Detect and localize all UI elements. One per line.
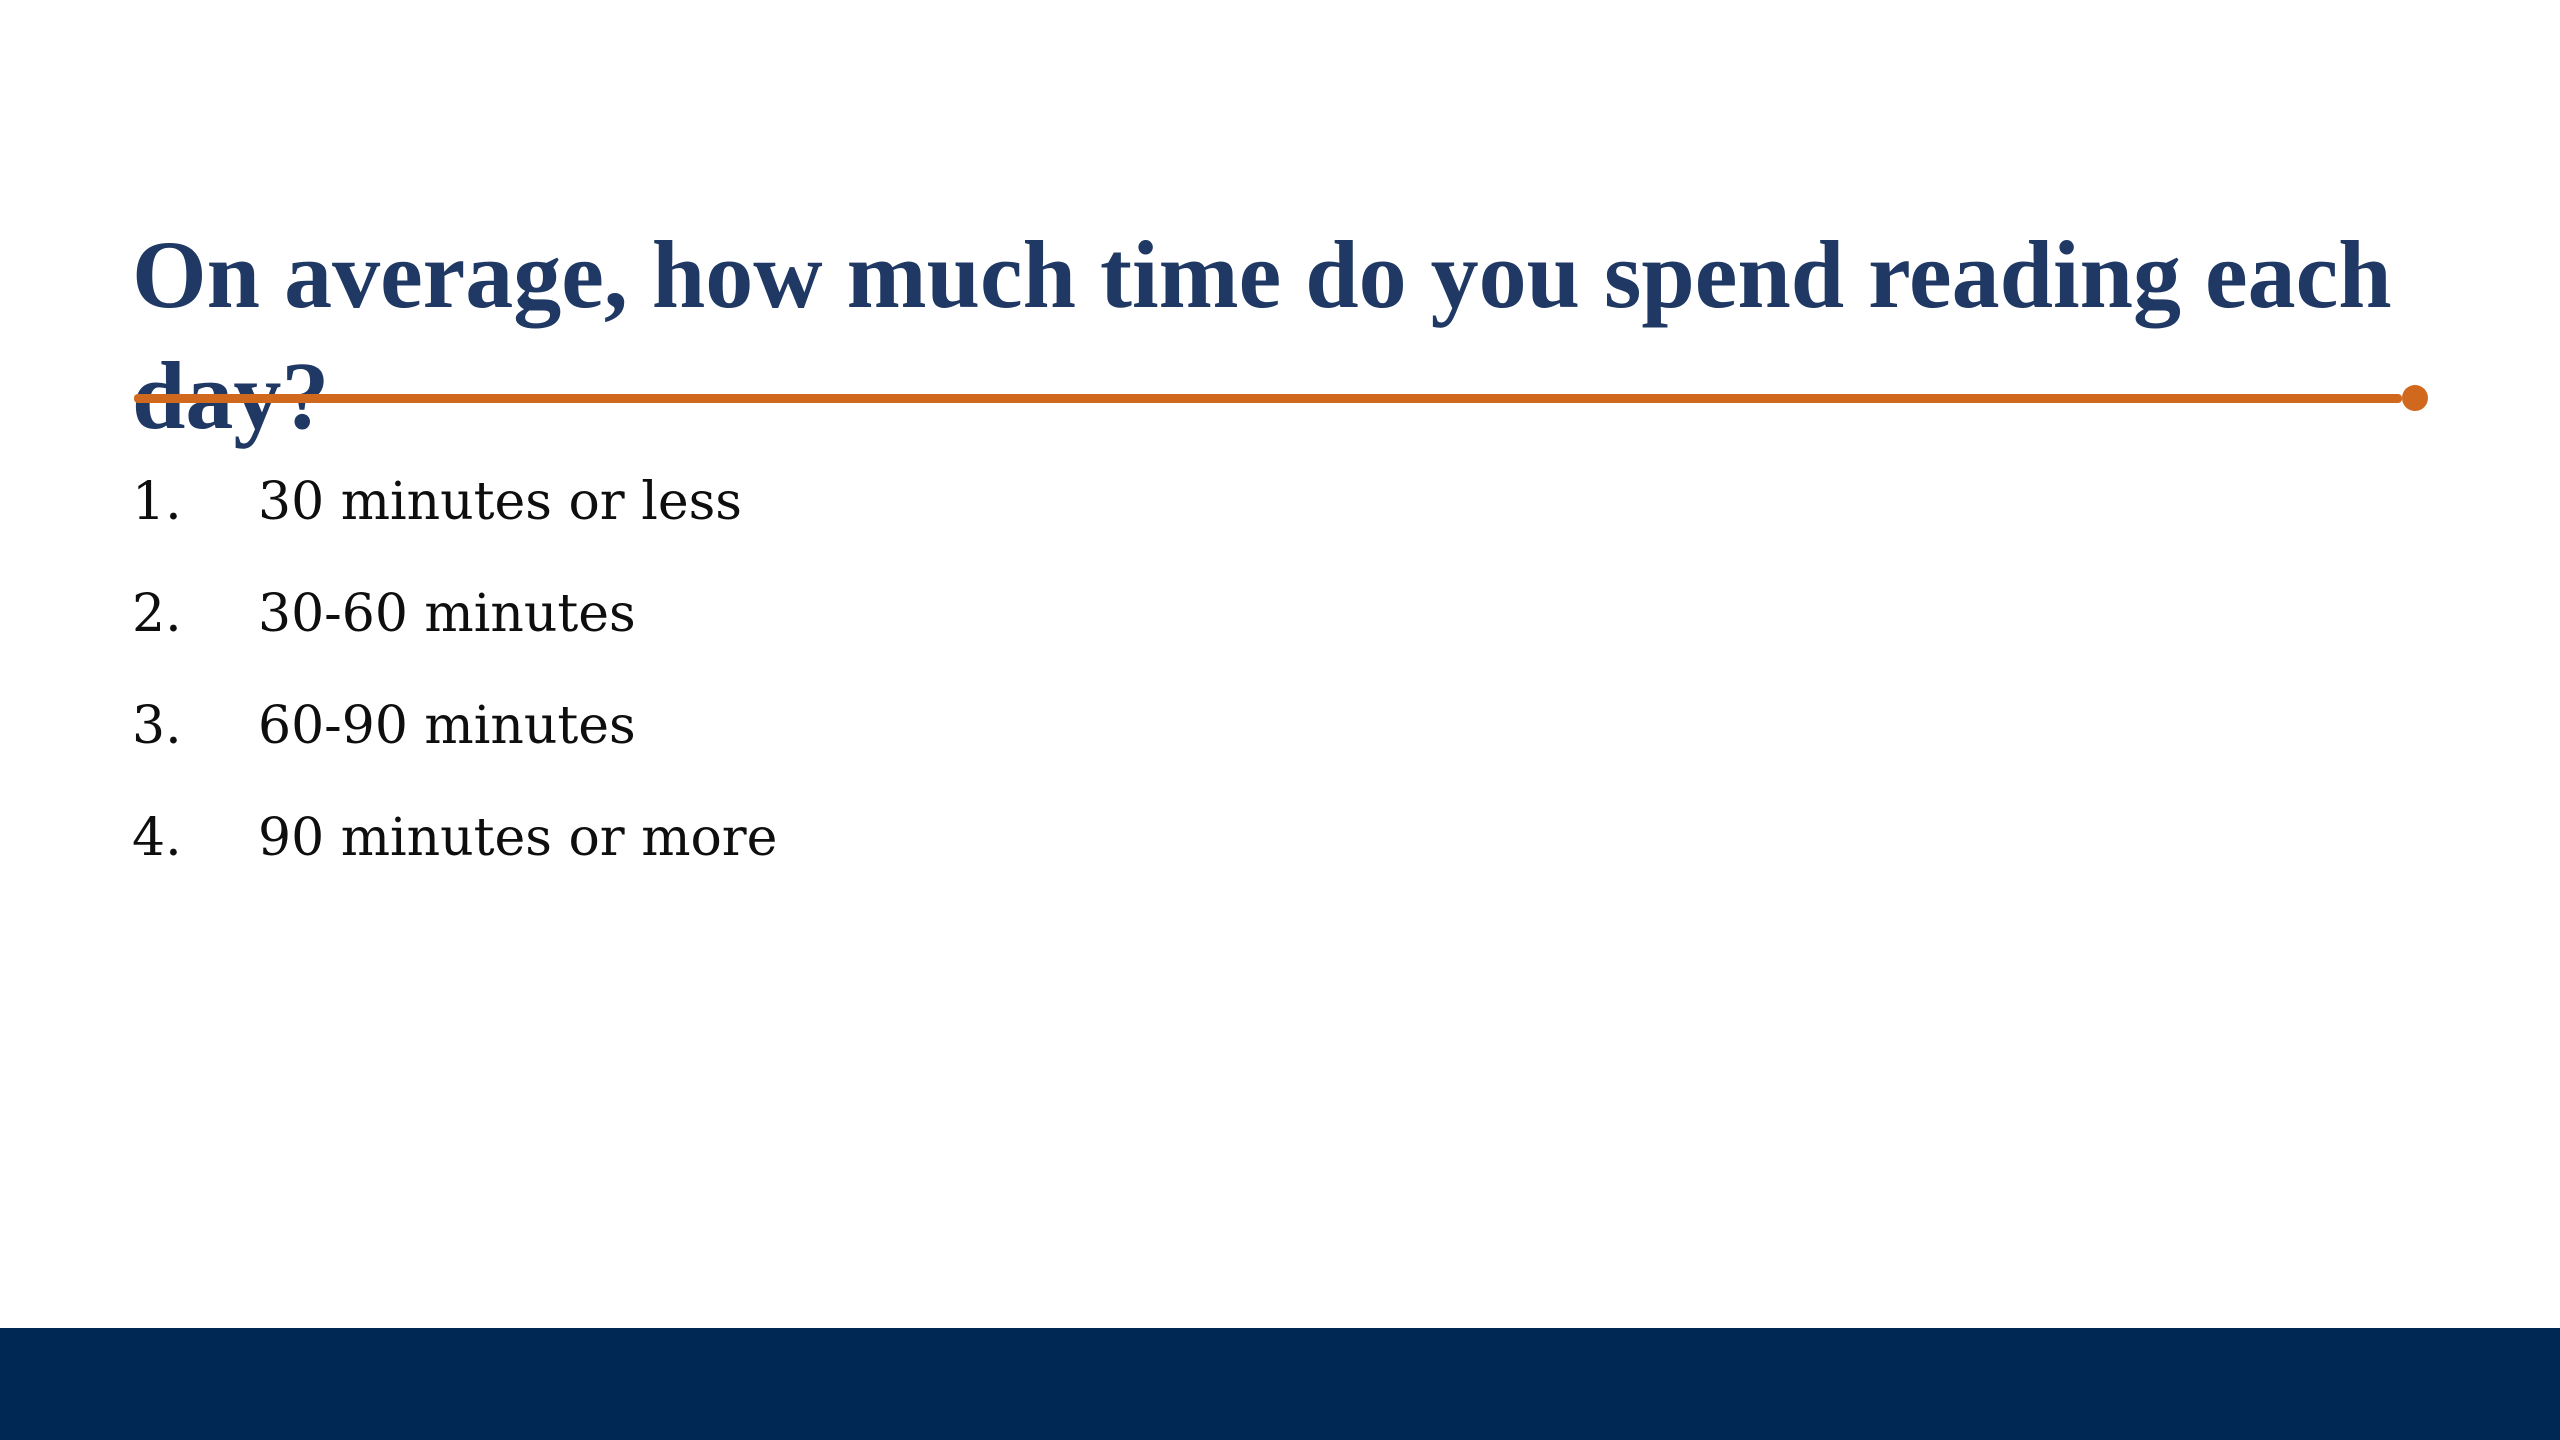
footer-bar bbox=[0, 1328, 2560, 1440]
option-label: 30 minutes or less bbox=[258, 472, 742, 532]
list-item: 1. 30 minutes or less bbox=[132, 472, 777, 532]
list-item: 3. 60-90 minutes bbox=[132, 696, 777, 756]
slide-title: On average, how much time do you spend r… bbox=[132, 221, 2392, 450]
option-label: 30-60 minutes bbox=[258, 584, 636, 644]
option-number: 3. bbox=[132, 696, 182, 756]
option-number: 4. bbox=[132, 808, 182, 868]
list-item: 4. 90 minutes or more bbox=[132, 808, 777, 868]
answer-options-list: 1. 30 minutes or less 2. 30-60 minutes 3… bbox=[132, 472, 777, 920]
list-item: 2. 30-60 minutes bbox=[132, 584, 777, 644]
title-underline-end-dot bbox=[2402, 385, 2428, 411]
option-label: 60-90 minutes bbox=[258, 696, 636, 756]
title-underline-rule bbox=[134, 394, 2402, 403]
option-number: 1. bbox=[132, 472, 182, 532]
option-number: 2. bbox=[132, 584, 182, 644]
option-label: 90 minutes or more bbox=[258, 808, 778, 868]
